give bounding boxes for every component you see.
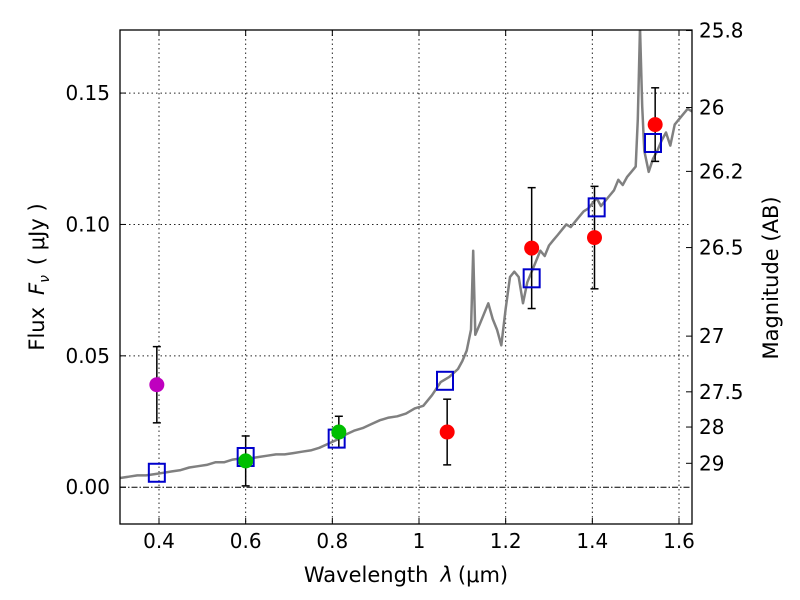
grid [120, 30, 692, 524]
template-spectrum [120, 30, 692, 480]
x-tick-label: 0.6 [230, 529, 262, 553]
y2-tick-label: 27 [699, 324, 724, 348]
x-tick-label: 1.4 [576, 529, 608, 553]
x-tick-label: 1 [413, 529, 426, 553]
y-tick-labels: 0.00 0.05 0.10 0.15 [65, 81, 110, 499]
observed-point [238, 453, 254, 469]
y-tick-label: 0.15 [65, 81, 110, 105]
observed-point [587, 230, 602, 246]
plot-frame [119, 29, 693, 525]
template-spectrum-group [120, 30, 692, 480]
y2-tick-label: 26 [699, 96, 724, 120]
y2-tick-label: 28 [699, 415, 724, 439]
y2-axis-label: Magnitude (AB) [759, 196, 783, 359]
x-tick-label: 0.8 [316, 529, 348, 553]
y2-tick-label: 29 [699, 451, 724, 475]
model-point [436, 370, 454, 391]
axis-ticks [120, 30, 692, 524]
y-tick-label: 0.05 [65, 344, 110, 368]
observed-point [439, 424, 455, 440]
y2-tick-label: 25.8 [699, 19, 744, 43]
model-point [644, 132, 662, 153]
y2-tick-label: 27.5 [699, 380, 744, 404]
observed-point [149, 377, 165, 393]
y-tick-label: 0.10 [65, 212, 110, 236]
observed-points [149, 117, 663, 469]
x-tick-labels: 0.4 0.6 0.8 1 1.2 1.4 1.6 [143, 529, 695, 553]
x-tick-label: 0.4 [143, 529, 175, 553]
observed-point [524, 240, 540, 256]
y-axis-label: FluxFν( μJy ) [25, 203, 53, 350]
y2-tick-label: 26.5 [699, 236, 744, 260]
model-point [147, 462, 166, 483]
y-tick-label: 0.00 [65, 475, 110, 499]
y2-tick-labels: 25.8 26 26.2 26.5 27 27.5 28 29 [699, 19, 744, 476]
observed-point [647, 117, 663, 133]
model-point [587, 197, 606, 218]
observed-point [331, 424, 347, 440]
model-point [522, 268, 541, 289]
x-axis-label: Wavelength λ (μm) [304, 563, 508, 587]
y2-tick-label: 26.2 [699, 159, 744, 183]
x-tick-label: 1.2 [490, 529, 522, 553]
x-tick-label: 1.6 [663, 529, 695, 553]
